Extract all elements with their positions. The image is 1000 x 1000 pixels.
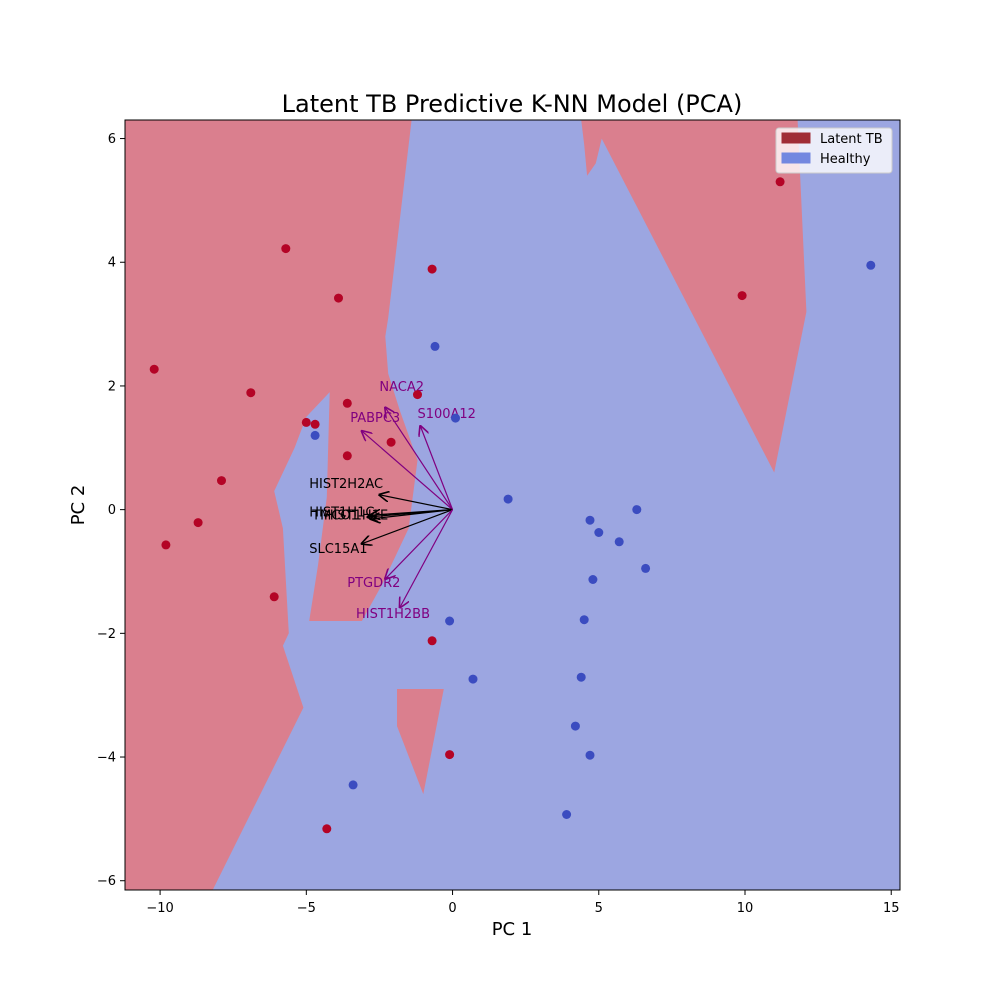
decision-regions bbox=[125, 120, 807, 890]
data-points bbox=[149, 177, 876, 834]
point-latent-tb-7 bbox=[301, 417, 311, 427]
point-latent-tb-9 bbox=[386, 437, 396, 447]
point-healthy-12 bbox=[468, 674, 478, 684]
point-healthy-3 bbox=[503, 494, 513, 504]
chart-title: Latent TB Predictive K-NN Model (PCA) bbox=[282, 90, 743, 118]
legend-swatch-healthy bbox=[781, 152, 811, 164]
x-axis-label: PC 1 bbox=[492, 919, 533, 940]
point-latent-tb-15 bbox=[427, 636, 437, 646]
point-healthy-2 bbox=[310, 430, 320, 440]
vector-arrow-naca2 bbox=[385, 408, 454, 510]
point-healthy-16 bbox=[348, 780, 358, 790]
point-latent-tb-18 bbox=[737, 291, 747, 301]
legend-label-latent-tb: Latent TB bbox=[820, 132, 883, 147]
point-latent-tb-0 bbox=[281, 244, 291, 254]
point-healthy-4 bbox=[585, 515, 595, 525]
point-latent-tb-8 bbox=[310, 419, 320, 429]
vector-label-slc15a1: SLC15A1 bbox=[309, 542, 367, 557]
point-latent-tb-12 bbox=[193, 518, 203, 528]
vector-label-tmco1: TMCO1 bbox=[311, 509, 359, 524]
x-tick-label: 10 bbox=[737, 901, 754, 916]
y-tick-label: 6 bbox=[108, 132, 116, 147]
point-latent-tb-19 bbox=[775, 177, 785, 187]
vector-arrow-ptgdr2 bbox=[385, 509, 453, 579]
vector-arrow-pabpc3 bbox=[362, 431, 453, 511]
point-latent-tb-1 bbox=[334, 293, 343, 303]
vector-label-ptgdr2: PTGDR2 bbox=[347, 576, 400, 591]
vector-label-hist1h2bb: HIST1H2BB bbox=[356, 607, 430, 622]
y-tick-label: −2 bbox=[97, 627, 116, 642]
latent-tb-region-0 bbox=[125, 120, 418, 890]
vector-arrow-hist2h2ac bbox=[379, 495, 453, 511]
x-tick-label: −10 bbox=[146, 901, 173, 916]
loading-vectors: NACA2 S100A12 PABPC3 HIST2H2AC HIST1H1CTMCO1… bbox=[309, 380, 476, 622]
legend-label-healthy: Healthy bbox=[820, 152, 871, 167]
vector-label-hist1h1e: HIST1H1E bbox=[324, 509, 388, 524]
vector-label-hist2h2ac: HIST2H2AC bbox=[309, 477, 383, 492]
x-tick-label: −5 bbox=[297, 901, 316, 916]
point-healthy-11 bbox=[445, 616, 455, 626]
point-healthy-6 bbox=[614, 537, 624, 547]
legend-swatch-latent-tb bbox=[781, 132, 811, 144]
y-axis-ticks: −6 −4 −2 0 2 4 6 bbox=[97, 132, 125, 889]
y-tick-label: 0 bbox=[108, 503, 116, 518]
point-healthy-18 bbox=[866, 260, 876, 270]
latent-tb-region-2 bbox=[581, 120, 807, 473]
point-latent-tb-6 bbox=[413, 390, 422, 400]
point-latent-tb-2 bbox=[427, 264, 437, 274]
y-tick-label: −4 bbox=[97, 751, 116, 766]
plot-frame bbox=[124, 119, 901, 891]
vector-label-naca2: NACA2 bbox=[379, 380, 424, 395]
point-healthy-8 bbox=[641, 563, 651, 573]
vector-label-hist1h1c: HIST1H1C bbox=[309, 505, 374, 520]
x-tick-label: 0 bbox=[448, 901, 456, 916]
point-healthy-1 bbox=[451, 413, 460, 423]
point-healthy-13 bbox=[576, 672, 586, 682]
point-latent-tb-4 bbox=[246, 388, 256, 398]
point-healthy-9 bbox=[588, 575, 598, 584]
point-latent-tb-10 bbox=[342, 451, 352, 461]
legend: Latent TB Healthy bbox=[775, 127, 893, 174]
point-latent-tb-16 bbox=[445, 750, 455, 760]
latent-tb-region-1 bbox=[397, 689, 444, 795]
x-tick-label: 15 bbox=[883, 901, 900, 916]
point-latent-tb-17 bbox=[322, 824, 332, 834]
point-healthy-7 bbox=[632, 505, 642, 515]
y-tick-label: 4 bbox=[108, 256, 116, 271]
plot-area: NACA2 S100A12 PABPC3 HIST2H2AC HIST1H1CTMCO1… bbox=[125, 120, 900, 890]
point-latent-tb-5 bbox=[342, 398, 352, 408]
vector-label-s100a12: S100A12 bbox=[417, 407, 476, 422]
vector-label-pabpc3: PABPC3 bbox=[350, 411, 400, 426]
vector-arrow-hist1h2bb bbox=[400, 509, 454, 608]
vector-arrow-slc15a1 bbox=[362, 509, 453, 544]
point-latent-tb-3 bbox=[149, 364, 159, 374]
vector-arrow-s100a12 bbox=[420, 426, 454, 510]
vector-arrow-hist1h1e bbox=[371, 509, 453, 519]
x-axis-ticks: −10 −5 0 5 10 15 bbox=[146, 890, 899, 916]
point-healthy-15 bbox=[585, 750, 595, 760]
y-tick-label: 2 bbox=[108, 379, 116, 394]
point-healthy-5 bbox=[594, 528, 604, 537]
point-healthy-14 bbox=[570, 721, 580, 731]
point-healthy-10 bbox=[579, 615, 589, 625]
point-healthy-17 bbox=[562, 810, 572, 819]
point-latent-tb-14 bbox=[269, 592, 279, 602]
y-tick-label: −6 bbox=[97, 874, 116, 889]
point-latent-tb-13 bbox=[161, 540, 171, 550]
point-latent-tb-11 bbox=[217, 476, 226, 486]
point-healthy-0 bbox=[430, 341, 440, 351]
x-tick-label: 5 bbox=[595, 901, 603, 916]
y-axis-label: PC 2 bbox=[68, 485, 89, 526]
